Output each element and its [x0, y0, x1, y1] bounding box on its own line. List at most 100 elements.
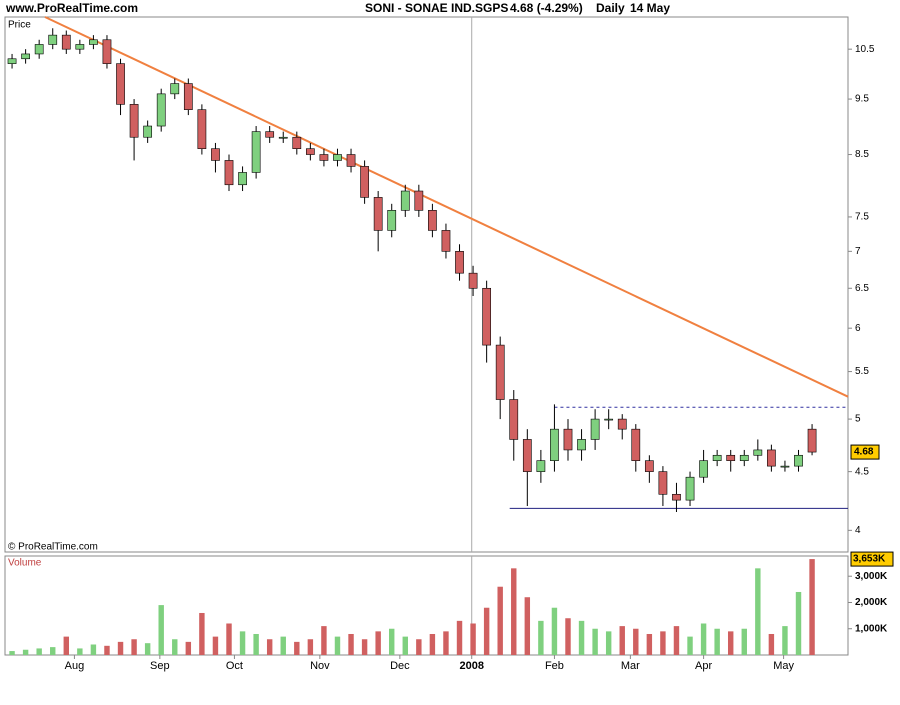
candle-body: [156, 93, 166, 127]
x-tick-label: May: [773, 660, 794, 672]
x-tick-label: 2008: [459, 660, 483, 672]
x-tick-label: Aug: [65, 660, 85, 672]
volume-bar: [470, 623, 476, 655]
candle-body: [536, 460, 546, 472]
volume-bar: [429, 633, 436, 655]
candle-body: [604, 418, 614, 421]
volume-bar: [741, 628, 747, 655]
volume-bar: [687, 636, 693, 655]
volume-bar: [185, 641, 192, 655]
candle-body: [468, 272, 478, 289]
last-price-box: [850, 444, 880, 460]
volume-bar: [605, 631, 612, 655]
volume-bar: [551, 607, 558, 655]
candle-body: [455, 251, 464, 274]
candle-body: [61, 34, 71, 50]
volume-bar: [36, 648, 42, 655]
candle-body: [482, 287, 492, 346]
volume-bar: [199, 612, 205, 655]
x-tick-label: Feb: [545, 660, 564, 672]
x-tick-label: Mar: [621, 660, 640, 672]
candle-body: [699, 460, 708, 478]
volume-bar: [266, 639, 273, 655]
volume-bar: [321, 626, 327, 655]
candle-body: [807, 428, 817, 453]
candle-body: [794, 454, 803, 467]
candle-body: [631, 428, 641, 461]
volume-bar: [144, 643, 151, 655]
y-tick-label: 4: [855, 525, 861, 536]
candle-body: [414, 190, 424, 211]
candle-body: [685, 476, 695, 501]
y-tick-label: 3,000K: [855, 571, 888, 582]
y-tick-label: 7.5: [855, 212, 869, 223]
change: 4.68 (-4.29%): [510, 1, 583, 15]
volume-bar: [402, 636, 408, 655]
candle-body: [305, 148, 315, 155]
volume-bar: [727, 631, 734, 655]
volume-bar: [578, 620, 585, 655]
volume-bar: [755, 568, 761, 655]
volume-bar: [524, 597, 531, 655]
candle-body: [495, 344, 505, 400]
x-tick-label: Apr: [695, 660, 712, 672]
y-tick-label: 1,000K: [855, 623, 888, 634]
y-tick-label: 4.5: [855, 466, 869, 477]
candle-body: [428, 210, 437, 231]
candle-body: [238, 172, 247, 186]
volume-bar: [511, 568, 517, 655]
y-label: Price: [8, 20, 31, 31]
volume-bar: [673, 626, 680, 655]
y-tick-label: 5.5: [855, 366, 869, 377]
candle-body: [116, 63, 125, 105]
y-tick-label: 7: [855, 246, 861, 257]
candle-body: [658, 471, 668, 495]
volume-bar: [700, 623, 707, 655]
candle-body: [360, 166, 369, 198]
candle-body: [644, 460, 654, 472]
candle-body: [319, 154, 329, 161]
candle-body: [89, 39, 98, 45]
volume-bar: [361, 639, 368, 655]
x-tick-label: Sep: [150, 660, 170, 672]
volume-bar: [768, 633, 775, 655]
candle-body: [522, 439, 532, 472]
candle-body: [34, 44, 44, 55]
volume-bar: [443, 631, 449, 655]
volume-panel: [4, 555, 849, 656]
candle-body: [265, 131, 275, 138]
candle-body: [143, 125, 153, 138]
value-label-box: [850, 551, 894, 567]
volume-bar: [348, 633, 354, 655]
volume-bar: [538, 620, 544, 655]
candle-body: [129, 104, 139, 138]
price-panel: [4, 16, 849, 553]
y-tick-label: 9.5: [855, 94, 869, 105]
volume-bar: [809, 559, 815, 655]
volume-bar: [592, 628, 598, 655]
symbol: SONI - SONAE IND.SGPS: [365, 1, 508, 15]
candle-body: [224, 160, 234, 186]
candle-body: [102, 39, 112, 64]
volume-bar: [172, 639, 178, 655]
last-price: 4.68: [854, 447, 874, 458]
volume-bar: [77, 648, 83, 655]
x-tick-label: Oct: [226, 660, 243, 672]
volume-bar: [646, 633, 653, 655]
volume-bar: [389, 628, 395, 655]
volume-bar: [22, 649, 29, 655]
volume-bar: [375, 631, 381, 655]
y-tick-label: 8.5: [855, 149, 869, 160]
candle-body: [387, 210, 397, 231]
y-tick-label: 6.5: [855, 283, 869, 294]
volume-bar: [334, 636, 341, 655]
y-tick-label: 5: [855, 414, 861, 425]
volume-bar: [9, 651, 15, 655]
candle-body: [767, 449, 776, 467]
y-tick-label: 6: [855, 323, 861, 334]
candle-body: [577, 439, 586, 451]
candle-body: [617, 418, 627, 430]
candle-body: [441, 230, 451, 252]
volume-bar: [497, 586, 503, 655]
